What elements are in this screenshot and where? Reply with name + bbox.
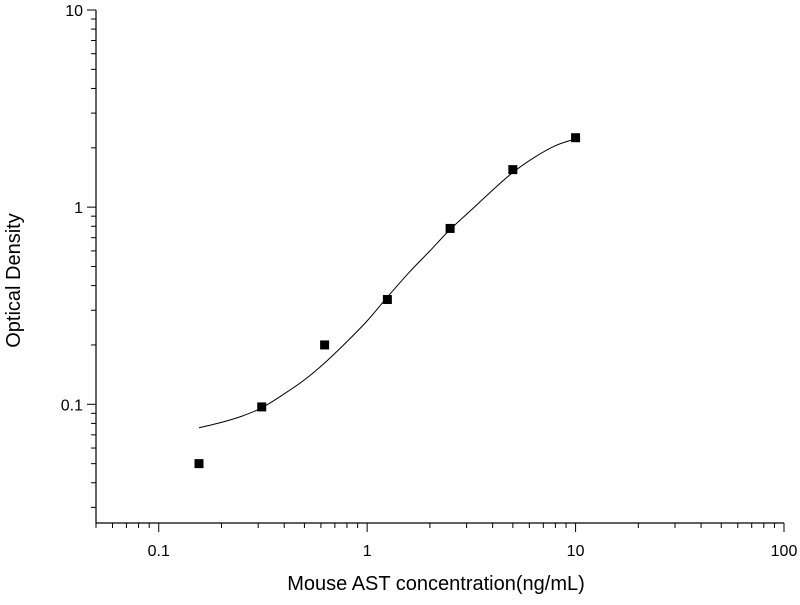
fitted-curve-line: [198, 138, 576, 429]
x-tick-label: 1: [363, 543, 372, 560]
data-point: [571, 133, 581, 143]
plot-area: [194, 133, 581, 469]
x-tick-label: 10: [567, 543, 585, 560]
data-point: [508, 165, 518, 175]
data-point: [320, 340, 330, 350]
data-point: [194, 459, 204, 469]
data-point: [382, 295, 392, 305]
y-tick-label: 10: [65, 3, 83, 20]
data-point: [257, 402, 267, 412]
x-tick-label: 100: [771, 543, 798, 560]
y-tick-label: 1: [74, 200, 83, 217]
x-tick-label: 0.1: [148, 543, 170, 560]
y-tick-label: 0.1: [61, 397, 83, 414]
axes: 0.1 1 10 100 0.1 1 10: [61, 3, 798, 560]
x-axis-title: Mouse AST concentration(ng/mL): [287, 573, 585, 595]
data-point: [445, 223, 455, 233]
y-axis-title: Optical Density: [3, 213, 25, 348]
